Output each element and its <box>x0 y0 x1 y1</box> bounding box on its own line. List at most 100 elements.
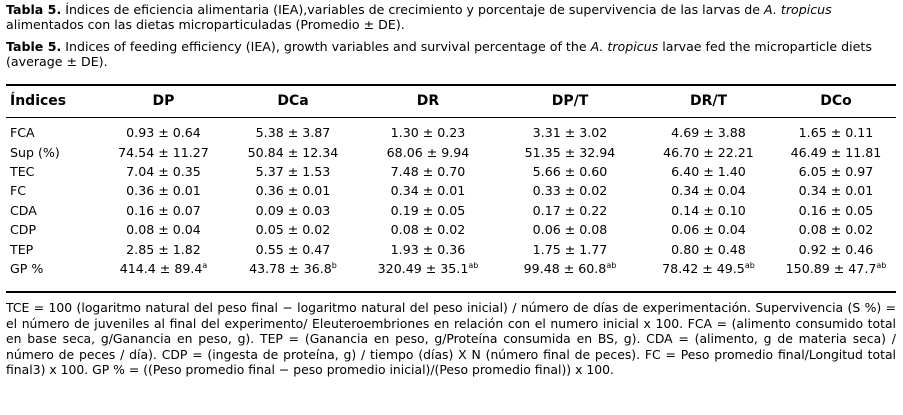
table-cell: 0.34 ± 0.01 <box>776 181 896 200</box>
table-row: FCA 0.93 ± 0.64 5.38 ± 3.87 1.30 ± 0.23 3.31… <box>6 123 896 142</box>
cell-value: 0.17 ± 0.22 <box>532 202 608 218</box>
table-cell: 78.42 ± 49.5ab <box>641 259 776 278</box>
table-cell: 414.4 ± 89.4a <box>98 259 229 278</box>
table-cell: 0.09 ± 0.03 <box>229 201 357 220</box>
table-cell: 0.08 ± 0.02 <box>776 220 896 239</box>
caption-spanish-text-2: alimentados con las dietas microparticul… <box>6 17 405 32</box>
table-cell: 0.14 ± 0.10 <box>641 201 776 220</box>
cell-value: 6.05 ± 0.97 <box>798 163 874 179</box>
table-cell: 1.93 ± 0.36 <box>357 239 499 258</box>
header-dco: DCo <box>820 93 852 109</box>
table-cell: 0.08 ± 0.02 <box>357 220 499 239</box>
table-cell: 5.66 ± 0.60 <box>499 162 641 181</box>
caption-english-text-2: larvae fed the microparticle diets (aver… <box>6 39 872 69</box>
cell-value: 414.4 ± 89.4 <box>119 260 203 276</box>
table-cell: 0.36 ± 0.01 <box>98 181 229 200</box>
table-cell: 1.65 ± 0.11 <box>776 123 896 142</box>
row-label: FCA <box>10 125 35 141</box>
cell-value: 320.49 ± 35.1 <box>377 260 469 276</box>
cell-value: 0.92 ± 0.46 <box>798 241 874 257</box>
row-label: TEP <box>10 241 34 257</box>
cell-value: 0.33 ± 0.02 <box>532 183 608 199</box>
table-cell: 51.35 ± 32.94 <box>499 142 641 161</box>
cell-value: 4.69 ± 3.88 <box>671 125 746 141</box>
table-header-rule <box>6 117 896 118</box>
cell-value: 46.49 ± 11.81 <box>790 144 882 160</box>
cell-value: 0.08 ± 0.02 <box>798 222 874 238</box>
cell-value: 0.80 ± 0.48 <box>671 241 746 257</box>
cell-value: 1.75 ± 1.77 <box>532 241 608 257</box>
table-cell: 50.84 ± 12.34 <box>229 142 357 161</box>
cell-value: 0.34 ± 0.01 <box>390 183 466 199</box>
cell-value: 0.08 ± 0.02 <box>390 222 466 238</box>
table-row: CDA 0.16 ± 0.07 0.09 ± 0.03 0.19 ± 0.05 0.17… <box>6 201 896 220</box>
table-row: FC 0.36 ± 0.01 0.36 ± 0.01 0.34 ± 0.01 0.33 … <box>6 181 896 200</box>
table-row: TEC 7.04 ± 0.35 5.37 ± 1.53 7.48 ± 0.70 5.66… <box>6 162 896 181</box>
cell-value: 0.55 ± 0.47 <box>255 241 331 257</box>
header-row: Índices DP DCa DR DP/T DR/T DCo <box>6 89 896 113</box>
table-cell: 0.33 ± 0.02 <box>499 181 641 200</box>
table-top-rule <box>6 84 896 86</box>
header-dca: DCa <box>277 93 309 109</box>
cell-value: 2.85 ± 1.82 <box>126 241 201 257</box>
table-cell: 0.19 ± 0.05 <box>357 201 499 220</box>
table-row: GP % 414.4 ± 89.4a 43.78 ± 36.8b 320.49 ± 3… <box>6 259 896 278</box>
significance-superscript: ab <box>468 260 479 270</box>
cell-value: 1.30 ± 0.23 <box>390 125 466 141</box>
table-cell: 4.69 ± 3.88 <box>641 123 776 142</box>
table-cell: 1.75 ± 1.77 <box>499 239 641 258</box>
cell-value: 5.66 ± 0.60 <box>532 163 608 179</box>
cell-value: 5.38 ± 3.87 <box>255 125 331 141</box>
row-label: TEC <box>10 163 35 179</box>
significance-superscript: ab <box>606 260 617 270</box>
table-cell: 0.16 ± 0.07 <box>98 201 229 220</box>
table-cell: 0.06 ± 0.08 <box>499 220 641 239</box>
cell-value: 0.34 ± 0.04 <box>671 183 746 199</box>
table-cell: 68.06 ± 9.94 <box>357 142 499 161</box>
cell-value: 5.37 ± 1.53 <box>255 163 331 179</box>
cell-value: 6.40 ± 1.40 <box>671 163 746 179</box>
header-dp: DP <box>152 93 175 109</box>
cell-value: 0.14 ± 0.10 <box>671 202 746 218</box>
table-cell: 99.48 ± 60.8ab <box>499 259 641 278</box>
caption-spanish: Tabla 5. Índices de eficiencia alimentar… <box>6 2 896 32</box>
cell-value: 7.04 ± 0.35 <box>126 163 201 179</box>
cell-value: 68.06 ± 9.94 <box>386 144 470 160</box>
table-cell: 0.34 ± 0.01 <box>357 181 499 200</box>
caption-spanish-text-1: Índices de eficiencia alimentaria (IEA),… <box>61 2 765 17</box>
table-cell: 0.55 ± 0.47 <box>229 239 357 258</box>
cell-value: 0.08 ± 0.04 <box>126 222 201 238</box>
cell-value: 3.31 ± 3.02 <box>532 125 608 141</box>
cell-value: 46.70 ± 22.21 <box>663 144 754 160</box>
table-cell: 7.48 ± 0.70 <box>357 162 499 181</box>
header-dr-t: DR/T <box>689 93 728 109</box>
caption-english-tag: Table 5. <box>6 39 62 54</box>
significance-superscript: ab <box>876 260 887 270</box>
header-dr: DR <box>416 93 440 109</box>
table-cell: 0.92 ± 0.46 <box>776 239 896 258</box>
table-body: FCA 0.93 ± 0.64 5.38 ± 3.87 1.30 ± 0.23 3.31… <box>6 123 896 278</box>
caption-spanish-tag: Tabla 5. <box>6 2 62 17</box>
table-cell: 74.54 ± 11.27 <box>98 142 229 161</box>
row-label: FC <box>10 183 27 199</box>
cell-value: 78.42 ± 49.5 <box>662 260 745 276</box>
table-cell: 0.16 ± 0.05 <box>776 201 896 220</box>
table-cell: 6.40 ± 1.40 <box>641 162 776 181</box>
table-cell: 320.49 ± 35.1ab <box>357 259 499 278</box>
cell-value: 0.36 ± 0.01 <box>255 183 331 199</box>
table-cell: 2.85 ± 1.82 <box>98 239 229 258</box>
cell-value: 0.19 ± 0.05 <box>390 202 466 218</box>
cell-value: 1.65 ± 0.11 <box>798 125 874 141</box>
caption-english: Table 5. Indices of feeding efficiency (… <box>6 39 896 69</box>
cell-value: 0.16 ± 0.07 <box>126 202 201 218</box>
table-cell: 0.36 ± 0.01 <box>229 181 357 200</box>
cell-value: 0.34 ± 0.01 <box>798 183 874 199</box>
table-bottom-rule <box>6 291 896 293</box>
table-cell: 0.06 ± 0.04 <box>641 220 776 239</box>
cell-value: 0.06 ± 0.04 <box>671 222 746 238</box>
table-cell: 3.31 ± 3.02 <box>499 123 641 142</box>
caption-english-species: A. tropicus <box>590 39 659 54</box>
cell-value: 99.48 ± 60.8 <box>523 260 607 276</box>
header-indices: Índices <box>10 93 67 109</box>
